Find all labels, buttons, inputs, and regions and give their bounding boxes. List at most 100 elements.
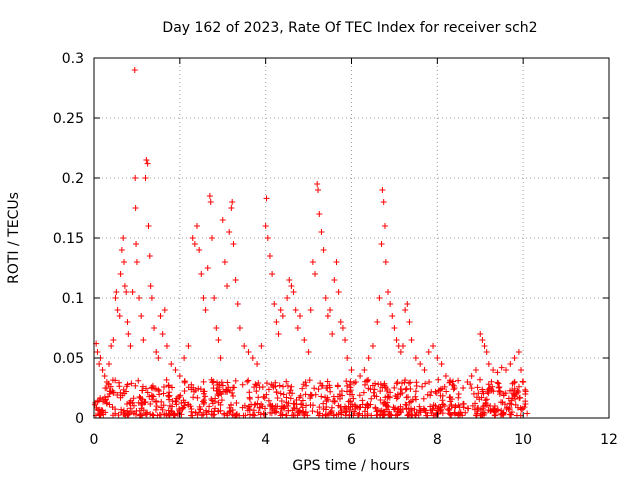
data-point (278, 405, 285, 412)
data-point (252, 381, 259, 388)
data-point (380, 199, 387, 205)
data-point (288, 383, 295, 390)
data-point (387, 389, 394, 396)
data-point (287, 395, 294, 402)
data-point (327, 409, 334, 416)
data-point (475, 390, 482, 397)
data-point (124, 381, 131, 388)
data-point (347, 391, 354, 398)
data-point (152, 406, 159, 413)
data-point (269, 271, 276, 277)
data-point (494, 379, 501, 386)
data-point (460, 404, 467, 411)
data-point (437, 404, 444, 411)
data-point (219, 217, 226, 223)
data-point (280, 391, 287, 398)
data-point (265, 386, 272, 393)
data-point (218, 397, 225, 404)
data-point (330, 411, 337, 418)
data-point (322, 394, 329, 401)
data-point (139, 383, 146, 390)
data-point (451, 410, 458, 417)
data-point (123, 401, 130, 408)
data-point (335, 289, 342, 295)
data-point (485, 381, 492, 388)
data-point (294, 325, 301, 331)
x-tick-label: 8 (433, 432, 442, 448)
data-point (132, 205, 139, 211)
data-point (142, 399, 149, 406)
data-point (306, 377, 313, 384)
data-point (132, 175, 139, 181)
data-point (484, 388, 491, 395)
data-point (120, 386, 127, 393)
data-point (338, 387, 345, 394)
data-point (283, 394, 290, 401)
data-point (486, 385, 493, 392)
data-point (116, 379, 123, 386)
data-point (352, 405, 359, 412)
data-point (169, 384, 176, 391)
data-point (228, 402, 235, 409)
data-point (381, 223, 388, 229)
data-point (129, 289, 136, 295)
data-point (381, 382, 388, 389)
data-point (284, 382, 291, 389)
data-point (412, 393, 419, 400)
data-point (421, 367, 428, 373)
data-point (318, 393, 325, 400)
y-tick-label: 0.2 (62, 171, 84, 187)
data-point (518, 406, 525, 413)
data-point (148, 295, 155, 301)
data-point (180, 397, 187, 404)
data-point (279, 411, 286, 418)
data-point (402, 386, 409, 393)
data-point (297, 313, 303, 319)
data-point (188, 405, 195, 412)
data-point (401, 379, 408, 386)
data-point (507, 361, 514, 367)
data-point (244, 407, 251, 414)
data-point (334, 393, 341, 400)
data-point (416, 403, 423, 410)
data-point (455, 377, 462, 384)
x-axis-label: GPS time / hours (292, 458, 409, 474)
data-point (246, 395, 253, 402)
data-point (160, 390, 167, 397)
data-point (253, 388, 260, 395)
data-point (112, 406, 119, 413)
data-point (135, 377, 142, 384)
data-point (487, 403, 494, 410)
data-point (143, 385, 150, 392)
data-point (249, 355, 256, 361)
data-point (371, 386, 378, 393)
data-point (217, 355, 224, 361)
data-point (465, 405, 472, 412)
data-point (273, 319, 280, 325)
data-point (361, 408, 368, 415)
data-point (447, 411, 454, 418)
data-point (478, 412, 485, 419)
axis-ticks: 0 2 4 6 8 10 12 0 0.05 0.1 0.15 0.2 0.25 0.3 (53, 51, 618, 448)
y-tick-label: 0.15 (53, 231, 84, 247)
data-point (398, 380, 405, 387)
data-point (394, 379, 401, 386)
data-point (435, 376, 442, 383)
x-tick-label: 12 (600, 432, 618, 448)
data-point (490, 367, 497, 373)
data-point (477, 376, 484, 383)
data-point (474, 384, 481, 391)
data-point (464, 379, 471, 385)
data-point (133, 259, 140, 265)
chart-title: Day 162 of 2023, Rate Of TEC Index for r… (162, 20, 537, 36)
data-point (363, 402, 370, 409)
data-point (472, 367, 479, 373)
data-point (229, 389, 236, 396)
data-point (108, 343, 115, 349)
data-point (373, 412, 380, 419)
data-point (515, 389, 522, 396)
data-point (324, 313, 331, 319)
data-point (446, 379, 453, 386)
data-point (210, 385, 217, 392)
data-point (261, 395, 268, 402)
